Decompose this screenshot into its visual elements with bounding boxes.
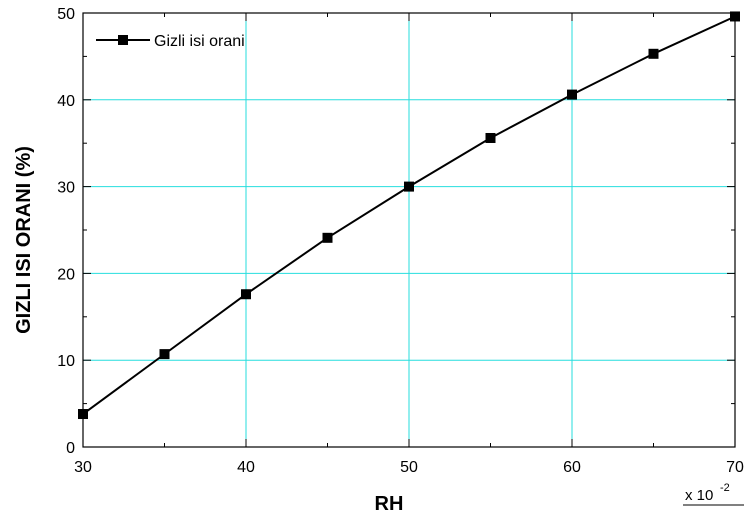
- legend: Gizli isi orani: [96, 33, 245, 50]
- y-axis-label: GIZLI ISI ORANI (%): [13, 146, 35, 334]
- grid: [83, 13, 735, 447]
- data-point: [404, 181, 414, 192]
- legend-label: Gizli isi orani: [154, 33, 245, 50]
- axis-labels: 30 40 50 60 70 0 10 20 30 40 50 RH GIZLI ISI ORANI (…: [13, 6, 744, 515]
- x-multiplier-label: x 10: [685, 487, 713, 504]
- data-point: [78, 409, 88, 420]
- y-tick-label: 40: [57, 93, 75, 110]
- data-point: [322, 232, 333, 243]
- x-tick-label: 40: [237, 459, 255, 476]
- y-tick-label: 20: [57, 266, 75, 283]
- y-tick-label: 0: [66, 440, 75, 457]
- data-point: [648, 48, 659, 59]
- y-tick-label: 30: [57, 180, 75, 197]
- data-point: [485, 132, 496, 143]
- x-tick-label: 30: [74, 459, 92, 476]
- y-tick-label: 50: [57, 6, 75, 23]
- x-tick-label: 70: [726, 459, 744, 476]
- legend-marker: [118, 35, 128, 45]
- x-tick-label: 60: [563, 459, 581, 476]
- axes: [82, 12, 736, 448]
- series: [78, 11, 740, 420]
- data-point: [567, 89, 577, 100]
- x-tick-label: 50: [400, 459, 418, 476]
- x-axis-label: RH: [375, 493, 404, 515]
- x-multiplier-exponent: -2: [720, 482, 730, 494]
- y-tick-label: 10: [57, 353, 75, 370]
- data-point: [159, 349, 170, 360]
- data-point: [241, 289, 251, 300]
- data-point: [730, 11, 740, 22]
